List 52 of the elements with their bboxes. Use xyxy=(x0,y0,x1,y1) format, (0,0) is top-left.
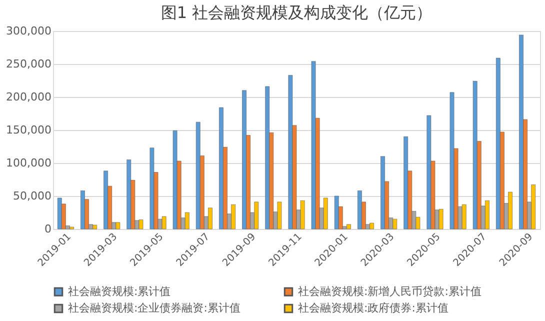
bar xyxy=(300,200,305,230)
bar xyxy=(311,61,316,230)
bar xyxy=(288,75,293,230)
bar xyxy=(265,86,270,230)
bar xyxy=(150,148,154,230)
bar xyxy=(104,170,108,230)
bar xyxy=(531,184,536,230)
bar xyxy=(184,212,190,230)
bar xyxy=(116,222,120,230)
bar xyxy=(334,196,339,230)
bar xyxy=(438,209,444,230)
y-tick-label: 0 xyxy=(44,222,52,236)
bar xyxy=(323,198,328,230)
y-tick-label: 100,000 xyxy=(6,156,52,170)
bar xyxy=(370,222,374,230)
y-tick-label: 150,000 xyxy=(6,124,52,136)
y-tick-label: 50,000 xyxy=(13,190,52,202)
bar xyxy=(126,160,132,230)
legend-label: 社会融资规模:政府债券:累计值 xyxy=(298,302,448,314)
y-tick-label: 200,000 xyxy=(6,90,52,104)
bar xyxy=(508,192,512,230)
bar xyxy=(254,202,259,230)
bar xyxy=(404,136,408,230)
y-tick-label: 300,000 xyxy=(6,24,52,38)
legend-label: 社会融资规模:累计值 xyxy=(68,284,171,298)
bar xyxy=(196,122,200,230)
bar xyxy=(80,190,85,230)
bar xyxy=(472,81,478,230)
bar xyxy=(138,220,144,230)
chart-title: 图1 社会融资规模及构成变化（亿元） xyxy=(160,3,432,22)
bar xyxy=(57,198,62,230)
y-tick-label: 250,000 xyxy=(6,58,52,70)
bar xyxy=(242,90,246,230)
bar xyxy=(219,107,224,230)
bar xyxy=(172,130,178,230)
bar xyxy=(450,92,454,230)
bar xyxy=(358,190,362,230)
bar xyxy=(380,156,385,230)
bar xyxy=(92,224,98,230)
bar xyxy=(519,34,524,230)
bar xyxy=(462,204,466,230)
bar xyxy=(346,224,351,230)
bar xyxy=(162,216,166,230)
legend-label: 社会融资规模:新增人民币贷款:累计值 xyxy=(298,284,482,298)
bar xyxy=(426,115,432,230)
bar xyxy=(208,208,212,230)
bar xyxy=(392,218,398,230)
bar xyxy=(277,202,282,230)
bar xyxy=(485,200,490,230)
legend-label: 社会融资规模:企业债券融资:累计值 xyxy=(68,302,240,314)
bar xyxy=(496,58,500,230)
bar xyxy=(231,204,236,230)
